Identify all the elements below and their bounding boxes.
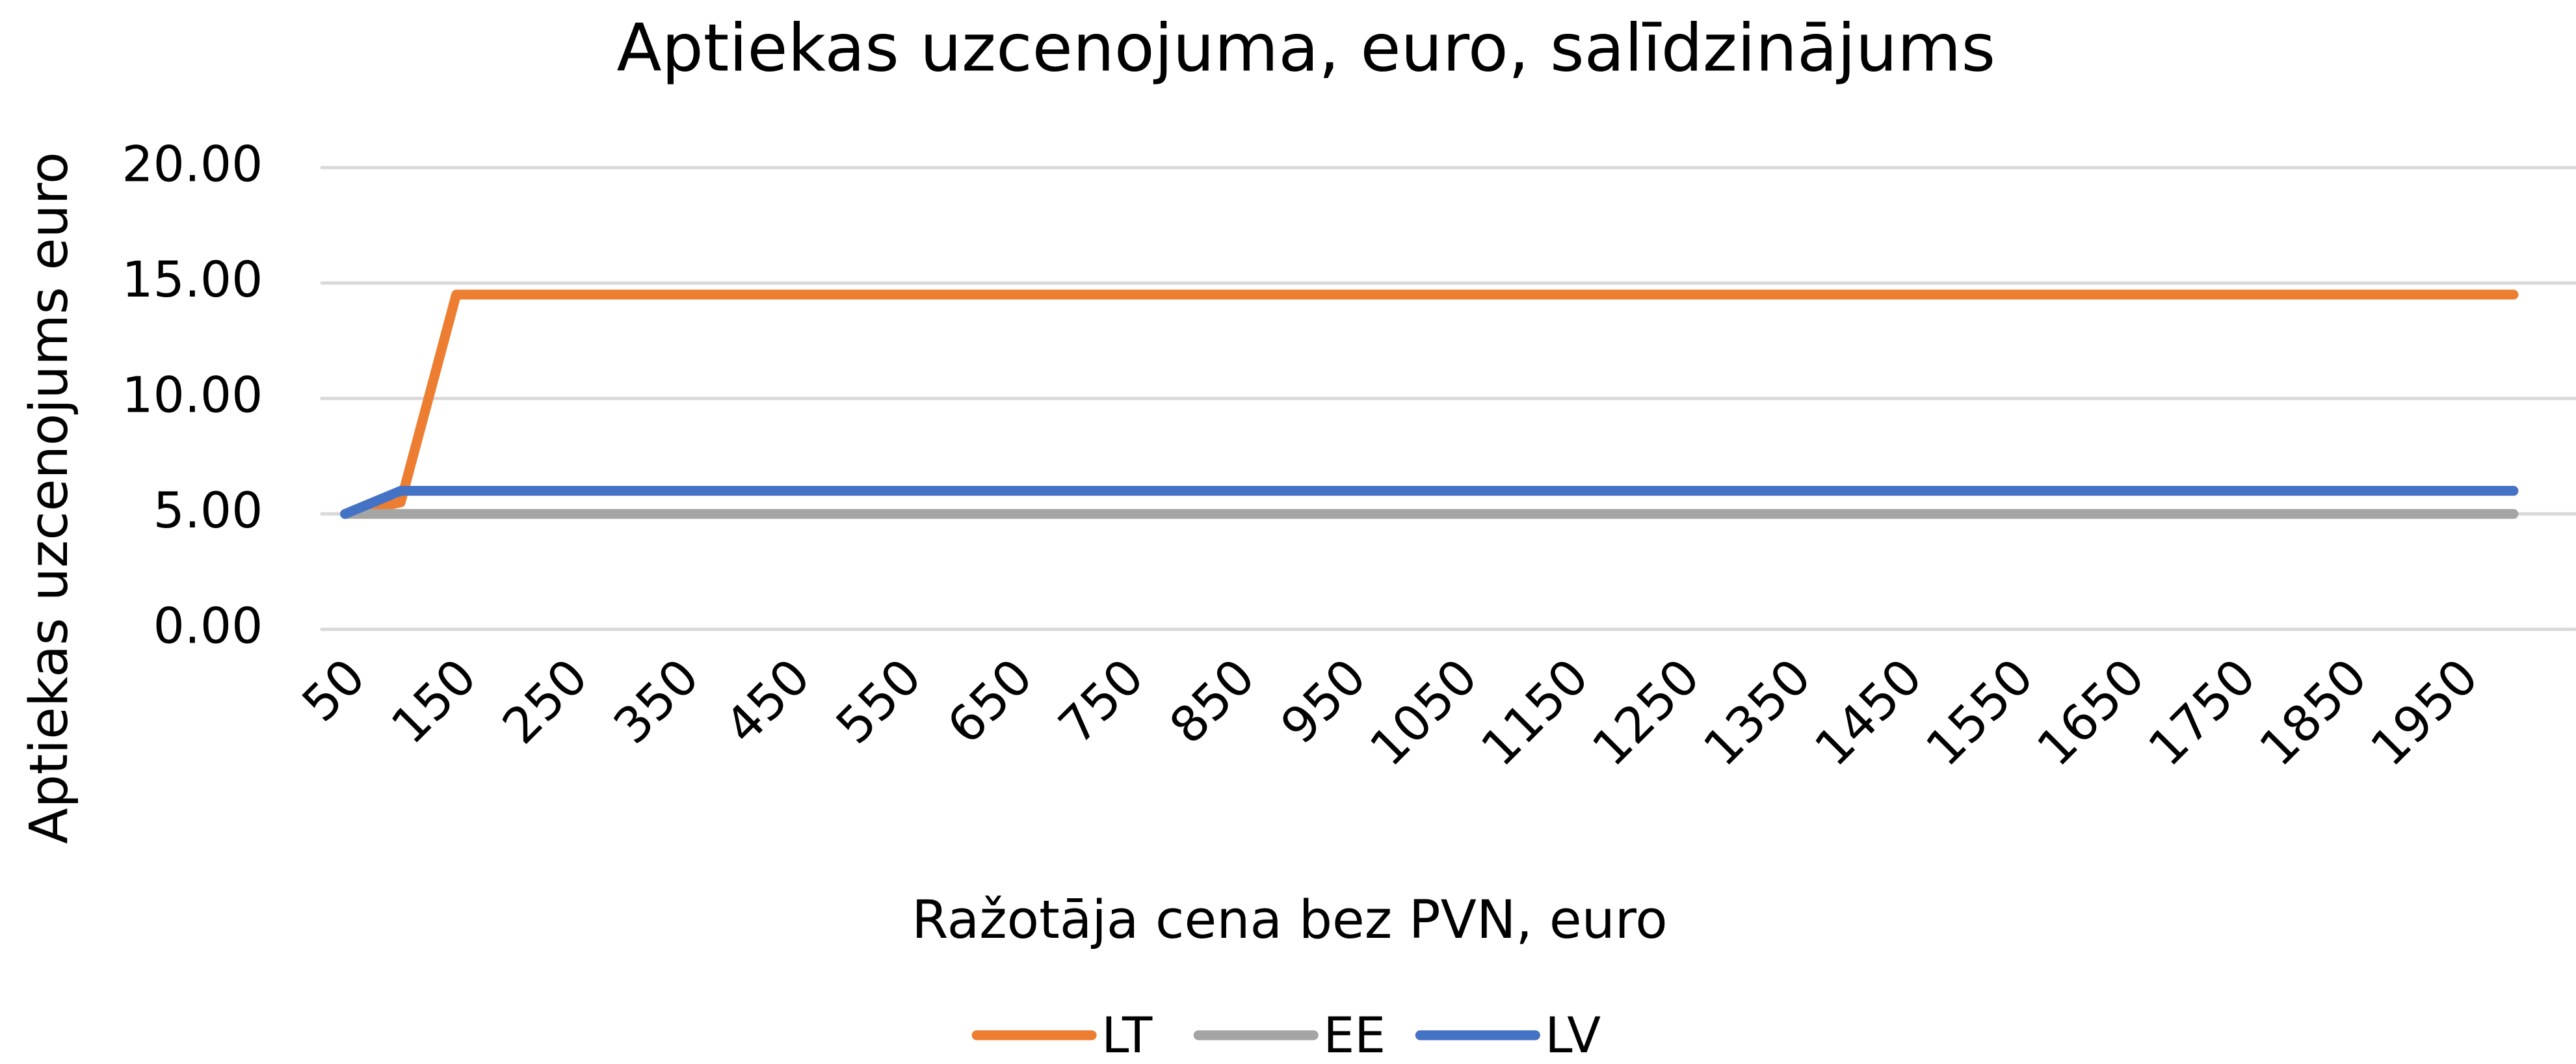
y-tick-label: 15.00 xyxy=(122,251,263,308)
x-tick-label: 1450 xyxy=(1804,648,1933,777)
x-tick-label: 350 xyxy=(603,648,710,755)
x-tick-label: 250 xyxy=(492,648,599,755)
x-tick-label: 1850 xyxy=(2249,648,2378,777)
y-tick-label: 10.00 xyxy=(122,367,263,424)
plot-area xyxy=(340,289,2519,519)
x-tick-label: 1950 xyxy=(2360,648,2490,777)
series-line xyxy=(340,289,2519,519)
legend-label: EE xyxy=(1323,1007,1386,1064)
x-axis-title: Ražotāja cena bez PVN, euro xyxy=(912,890,1667,951)
x-tick-label: 50 xyxy=(291,648,376,732)
series-line xyxy=(340,486,2519,519)
y-tick-label: 5.00 xyxy=(153,482,263,539)
x-tick-label: 850 xyxy=(1159,648,1266,755)
y-axis-title: Aptiekas uzcenojums euro xyxy=(19,152,80,844)
x-tick-label: 1650 xyxy=(2026,648,2155,777)
x-tick-label: 1750 xyxy=(2137,648,2267,777)
x-tick-label: 1150 xyxy=(1470,648,1599,777)
x-tick-label: 1350 xyxy=(1692,648,1822,777)
legend: LT EE LV xyxy=(971,1007,1601,1064)
x-tick-label: 550 xyxy=(825,648,932,755)
y-tick-label: 20.00 xyxy=(122,136,263,193)
legend-label: LT xyxy=(1101,1007,1153,1064)
x-tick-label: 450 xyxy=(714,648,821,755)
x-tick-label: 150 xyxy=(380,648,488,755)
x-tick-label: 1250 xyxy=(1581,648,1711,777)
y-tick-label: 0.00 xyxy=(153,598,263,655)
legend-label: LV xyxy=(1545,1007,1601,1064)
x-tick-label: 1050 xyxy=(1359,648,1488,777)
chart-title: Aptiekas uzcenojuma, euro, salīdzinājums xyxy=(616,10,1995,86)
grid xyxy=(320,166,2576,632)
x-tick-label: 650 xyxy=(936,648,1044,755)
x-tick-label: 1550 xyxy=(1915,648,2044,777)
tick-labels: 0.00 5.00 10.00 15.00 20.00 50 150 250 350 450 550… xyxy=(122,136,2489,777)
x-tick-label: 750 xyxy=(1047,648,1155,755)
